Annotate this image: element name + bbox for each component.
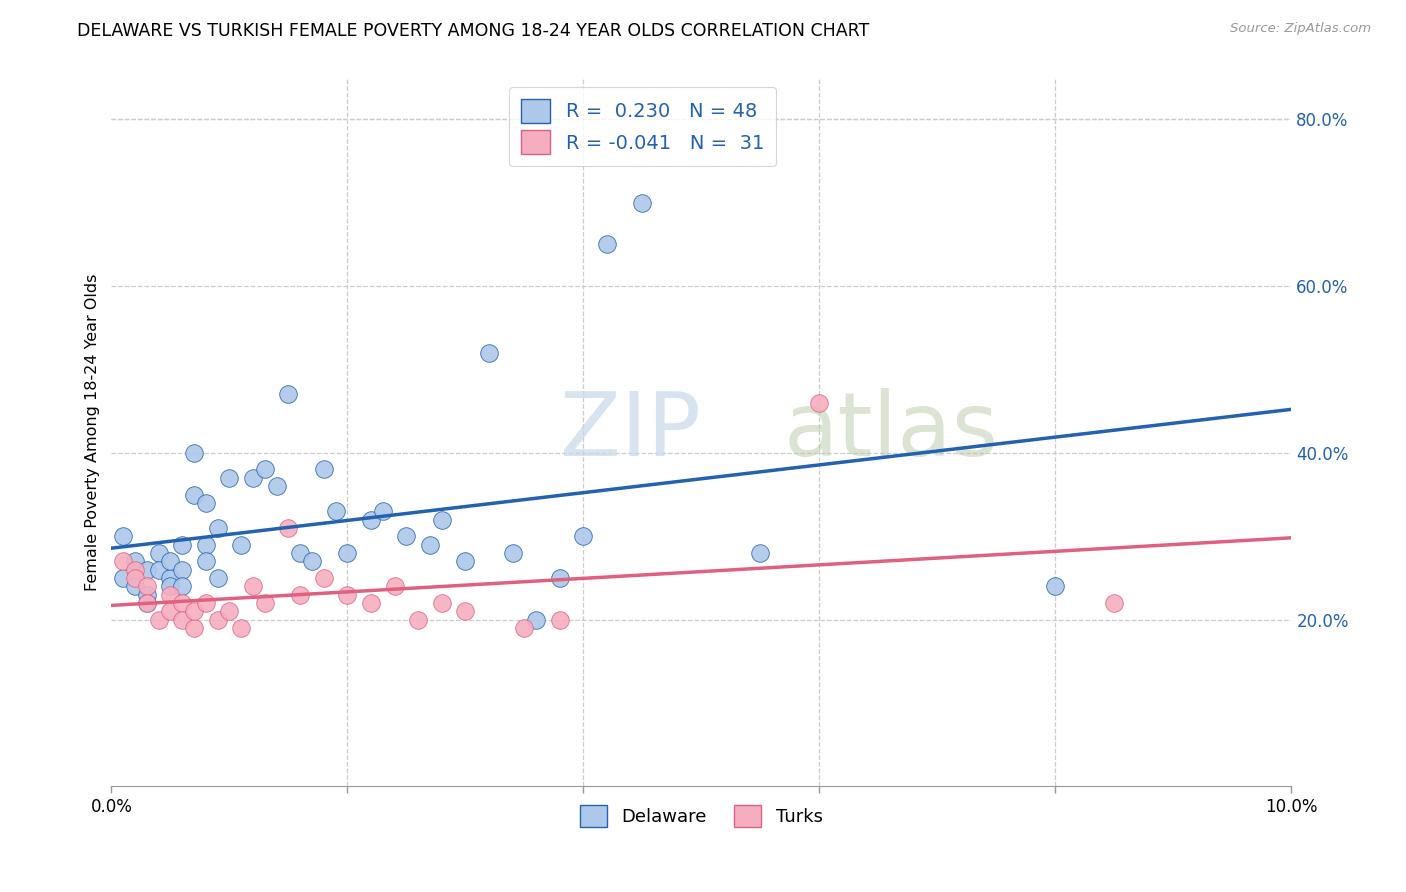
- Point: [159, 604, 181, 618]
- Point: [112, 554, 135, 568]
- Point: [218, 471, 240, 485]
- Point: [253, 596, 276, 610]
- Point: [430, 596, 453, 610]
- Point: [548, 613, 571, 627]
- Point: [360, 512, 382, 526]
- Point: [360, 596, 382, 610]
- Point: [301, 554, 323, 568]
- Point: [631, 195, 654, 210]
- Point: [513, 621, 536, 635]
- Point: [596, 237, 619, 252]
- Point: [159, 554, 181, 568]
- Point: [218, 604, 240, 618]
- Point: [135, 563, 157, 577]
- Point: [124, 563, 146, 577]
- Point: [253, 462, 276, 476]
- Point: [312, 571, 335, 585]
- Point: [207, 521, 229, 535]
- Point: [148, 563, 170, 577]
- Point: [183, 621, 205, 635]
- Point: [172, 563, 194, 577]
- Point: [135, 596, 157, 610]
- Point: [194, 596, 217, 610]
- Point: [124, 571, 146, 585]
- Point: [749, 546, 772, 560]
- Point: [1104, 596, 1126, 610]
- Point: [290, 588, 312, 602]
- Point: [207, 613, 229, 627]
- Text: Source: ZipAtlas.com: Source: ZipAtlas.com: [1230, 22, 1371, 36]
- Point: [312, 462, 335, 476]
- Point: [135, 588, 157, 602]
- Point: [430, 512, 453, 526]
- Point: [266, 479, 288, 493]
- Point: [478, 345, 501, 359]
- Point: [124, 554, 146, 568]
- Point: [135, 596, 157, 610]
- Point: [572, 529, 595, 543]
- Point: [454, 604, 477, 618]
- Point: [502, 546, 524, 560]
- Point: [524, 613, 547, 627]
- Point: [419, 538, 441, 552]
- Point: [336, 546, 359, 560]
- Point: [277, 521, 299, 535]
- Point: [371, 504, 394, 518]
- Point: [172, 579, 194, 593]
- Point: [183, 604, 205, 618]
- Point: [277, 387, 299, 401]
- Point: [290, 546, 312, 560]
- Text: ZIP: ZIP: [560, 388, 700, 475]
- Y-axis label: Female Poverty Among 18-24 Year Olds: Female Poverty Among 18-24 Year Olds: [86, 273, 100, 591]
- Point: [548, 571, 571, 585]
- Point: [242, 471, 264, 485]
- Point: [172, 596, 194, 610]
- Point: [242, 579, 264, 593]
- Point: [183, 446, 205, 460]
- Point: [325, 504, 347, 518]
- Point: [207, 571, 229, 585]
- Point: [172, 538, 194, 552]
- Point: [124, 579, 146, 593]
- Point: [112, 529, 135, 543]
- Legend: Delaware, Turks: Delaware, Turks: [574, 797, 830, 834]
- Point: [148, 546, 170, 560]
- Point: [159, 579, 181, 593]
- Point: [194, 554, 217, 568]
- Point: [159, 588, 181, 602]
- Point: [808, 396, 831, 410]
- Text: DELAWARE VS TURKISH FEMALE POVERTY AMONG 18-24 YEAR OLDS CORRELATION CHART: DELAWARE VS TURKISH FEMALE POVERTY AMONG…: [77, 22, 869, 40]
- Point: [194, 496, 217, 510]
- Point: [336, 588, 359, 602]
- Point: [183, 487, 205, 501]
- Point: [406, 613, 429, 627]
- Point: [395, 529, 418, 543]
- Point: [112, 571, 135, 585]
- Point: [454, 554, 477, 568]
- Point: [231, 621, 253, 635]
- Point: [194, 538, 217, 552]
- Point: [1045, 579, 1067, 593]
- Point: [135, 579, 157, 593]
- Point: [384, 579, 406, 593]
- Point: [148, 613, 170, 627]
- Text: atlas: atlas: [785, 388, 1000, 475]
- Point: [159, 571, 181, 585]
- Point: [231, 538, 253, 552]
- Point: [172, 613, 194, 627]
